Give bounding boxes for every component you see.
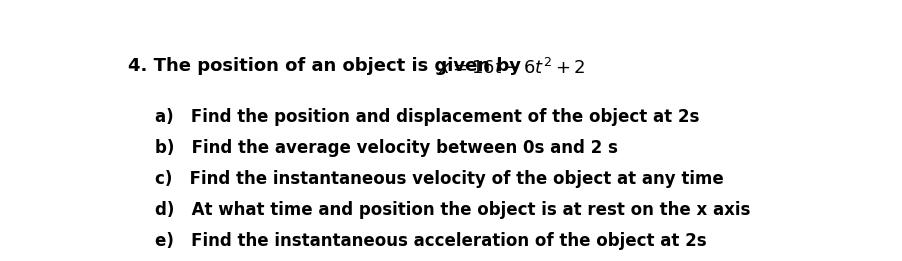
Text: e)   Find the instantaneous acceleration of the object at 2s: e) Find the instantaneous acceleration o… xyxy=(155,232,706,250)
Text: 4. The position of an object is given by: 4. The position of an object is given by xyxy=(128,57,528,75)
Text: c)   Find the instantaneous velocity of the object at any time: c) Find the instantaneous velocity of th… xyxy=(155,170,723,188)
Text: $x = 16t - 6t^2 + 2$: $x = 16t - 6t^2 + 2$ xyxy=(437,57,584,78)
Text: b)   Find the average velocity between 0s and 2 s: b) Find the average velocity between 0s … xyxy=(155,139,618,157)
Text: d)   At what time and position the object is at rest on the x axis: d) At what time and position the object … xyxy=(155,201,750,219)
Text: a)   Find the position and displacement of the object at 2s: a) Find the position and displacement of… xyxy=(155,108,699,126)
